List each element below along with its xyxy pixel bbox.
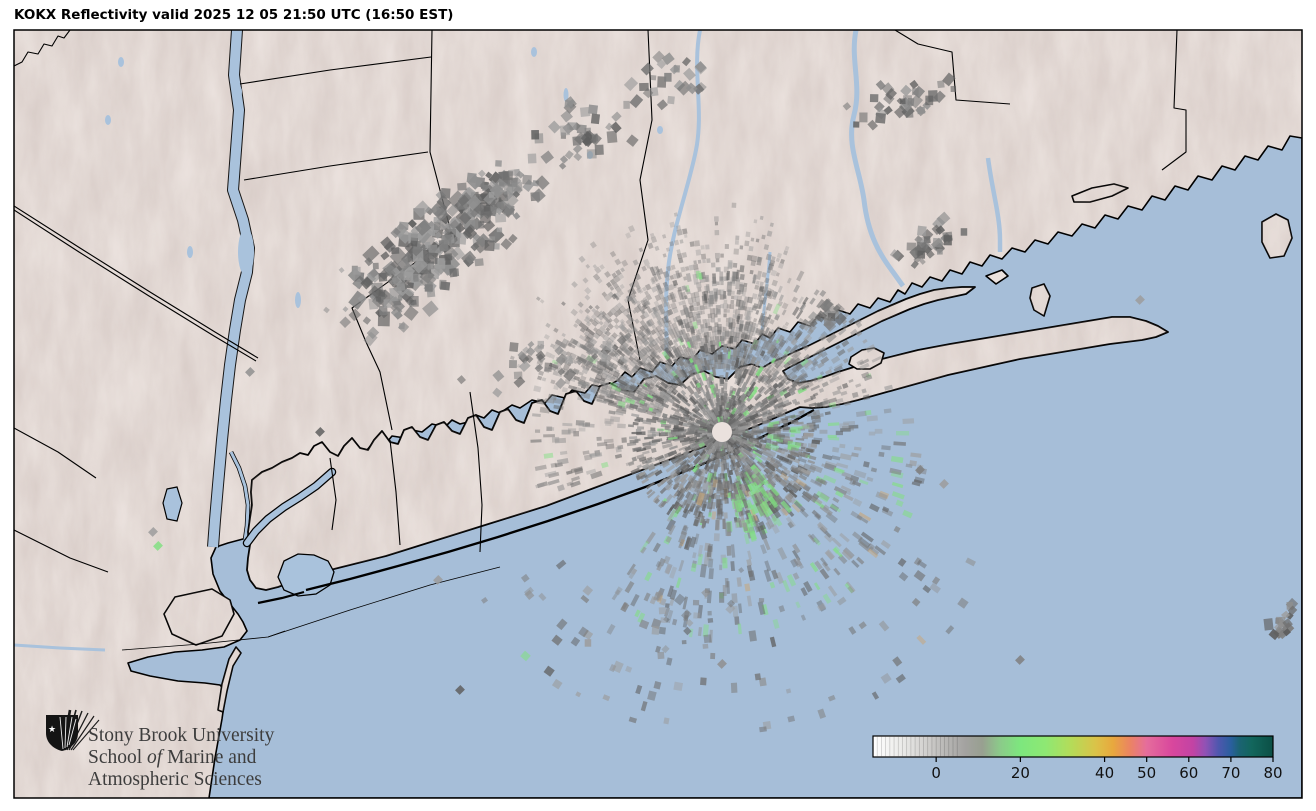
logo-line-2-pre: School xyxy=(88,747,147,768)
rockaway-barrier xyxy=(257,590,305,605)
hudson-river xyxy=(208,30,254,548)
colorbar-ticks: 0 20 40 50 60 70 80 xyxy=(931,757,1283,782)
radar-center-hole xyxy=(712,422,732,442)
map-border xyxy=(13,29,1303,799)
sbu-shield-inner-rays xyxy=(59,716,77,750)
colorbar-gradient xyxy=(872,735,1274,758)
map-canvas: 0 20 40 50 60 70 80 ★ Stony Brook University S… xyxy=(14,30,1302,798)
colorbar-tick-label: 60 xyxy=(1179,764,1198,782)
connecticut-river xyxy=(849,30,906,288)
logo-line-2: School of Marine and xyxy=(88,747,257,768)
plum-island xyxy=(985,269,1009,285)
logo-line-2-post: Marine and xyxy=(162,747,256,768)
logo-line-3: Atmospheric Sciences xyxy=(88,769,262,790)
colorbar-tick-label: 40 xyxy=(1095,764,1114,782)
radar-echoes xyxy=(57,50,1299,749)
reflectivity-colorbar: 0 20 40 50 60 70 80 xyxy=(872,735,1283,782)
raritan-river xyxy=(14,643,106,652)
haverstraw-bay xyxy=(238,228,254,276)
colorbar-tick-label: 70 xyxy=(1221,764,1240,782)
newark-bay xyxy=(162,486,183,522)
colorbar-tick-label: 0 xyxy=(931,764,941,782)
sbu-shield-star: ★ xyxy=(48,725,56,735)
colorbar-bin-lines xyxy=(876,736,958,757)
page-title: KOKX Reflectivity valid 2025 12 05 21:50… xyxy=(14,7,453,23)
thames-river xyxy=(985,157,1003,252)
sbu-logo: ★ Stony Brook University School of Marin… xyxy=(46,709,275,790)
harlem-river xyxy=(229,451,250,541)
colorbar-tick-label: 80 xyxy=(1263,764,1282,782)
maritime-boundaries xyxy=(121,566,501,651)
colorbar-tick-label: 50 xyxy=(1137,764,1156,782)
logo-line-1: Stony Brook University xyxy=(88,725,275,746)
east-river xyxy=(244,469,335,546)
colorbar-tick-label: 20 xyxy=(1011,764,1030,782)
state-county-boundaries xyxy=(14,30,1187,573)
logo-line-2-of: of xyxy=(147,747,165,768)
